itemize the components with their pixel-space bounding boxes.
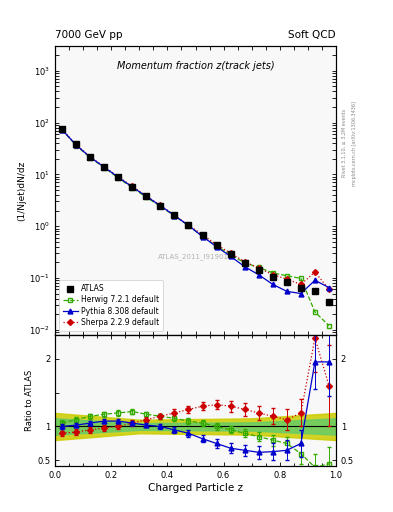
- Y-axis label: (1/Njet)dN/dz: (1/Njet)dN/dz: [18, 160, 27, 221]
- X-axis label: Charged Particle z: Charged Particle z: [148, 482, 243, 493]
- Legend: ATLAS, Herwig 7.2.1 default, Pythia 8.308 default, Sherpa 2.2.9 default: ATLAS, Herwig 7.2.1 default, Pythia 8.30…: [59, 281, 163, 331]
- Y-axis label: Ratio to ATLAS: Ratio to ATLAS: [25, 370, 34, 431]
- Text: Rivet 3.1.10, ≥ 3.2M events: Rivet 3.1.10, ≥ 3.2M events: [342, 109, 347, 178]
- Text: Soft QCD: Soft QCD: [288, 30, 336, 40]
- Text: 7000 GeV pp: 7000 GeV pp: [55, 30, 123, 40]
- Text: mcplots.cern.ch [arXiv:1306.3436]: mcplots.cern.ch [arXiv:1306.3436]: [352, 101, 357, 186]
- Text: ATLAS_2011_I919017: ATLAS_2011_I919017: [158, 253, 233, 260]
- Text: Momentum fraction z(track jets): Momentum fraction z(track jets): [117, 60, 274, 71]
